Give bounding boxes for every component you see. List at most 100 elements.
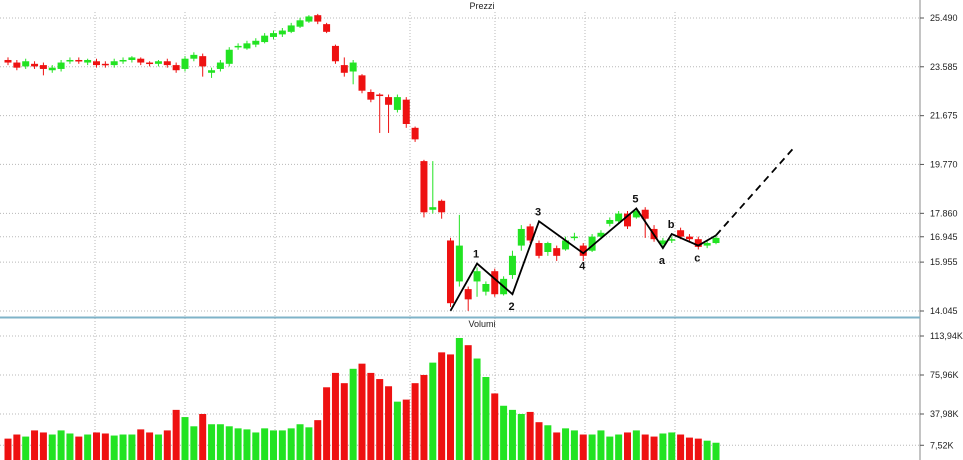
candle-body	[314, 15, 322, 22]
price-y-axis: 25.490 23.585 21.675 19.770 17.860 16.945 15.9…	[920, 13, 958, 316]
candle	[358, 74, 366, 94]
candle-body	[597, 232, 605, 237]
volume-bar	[473, 358, 481, 460]
volume-bar	[500, 405, 508, 460]
candle-body	[39, 65, 47, 69]
candle-body	[685, 236, 693, 240]
volume-bar	[570, 430, 578, 460]
candlestick-series	[4, 13, 720, 311]
candle	[172, 62, 180, 73]
price-tick-label: 17.860	[930, 208, 958, 218]
volume-bar	[48, 434, 56, 460]
volume-bar	[154, 434, 162, 460]
candle	[146, 61, 154, 67]
candle	[296, 17, 304, 28]
candle-body	[385, 97, 393, 105]
candle-body	[659, 240, 667, 245]
candle	[22, 58, 30, 69]
candle	[101, 61, 109, 68]
candle-body	[632, 211, 640, 218]
volume-bar	[190, 426, 198, 460]
volume-bar	[597, 430, 605, 460]
volume-bar	[216, 424, 224, 460]
candle	[287, 22, 295, 34]
candle-body	[261, 35, 269, 43]
candle-body	[535, 243, 543, 256]
candle	[491, 268, 499, 297]
volume-bar	[93, 432, 100, 460]
price-tick-label: 14.045	[930, 306, 958, 316]
candle-body	[75, 59, 83, 62]
volume-bar	[39, 432, 47, 460]
candle	[75, 57, 83, 64]
volume-bar	[438, 352, 446, 460]
candle-body	[119, 59, 127, 62]
candle-body	[491, 271, 499, 295]
volume-bar-series	[4, 337, 720, 460]
volume-bar	[482, 377, 490, 460]
volume-bar	[588, 434, 596, 460]
candle	[367, 89, 375, 103]
candle-body	[190, 54, 198, 59]
candle-body	[270, 33, 277, 37]
wave-projection	[715, 145, 797, 236]
volume-bar	[641, 434, 649, 460]
candle	[110, 58, 118, 68]
volume-bar	[429, 362, 437, 460]
candle-body	[199, 56, 207, 67]
price-panel-title: Prezzi	[469, 1, 494, 11]
volume-bar	[535, 422, 543, 460]
volume-bar	[101, 433, 109, 460]
candle-body	[110, 61, 118, 66]
candle-body	[13, 62, 21, 68]
price-tick-label: 25.490	[930, 13, 958, 23]
volume-bar	[579, 434, 587, 460]
volume-bar	[358, 363, 366, 460]
candle-body	[252, 40, 260, 45]
candle-body	[712, 237, 720, 244]
candle-body	[163, 61, 171, 66]
candle	[385, 94, 393, 133]
candle-body	[349, 62, 357, 72]
volume-bar	[703, 440, 711, 460]
volume-bar	[376, 379, 384, 460]
volume-bar	[278, 430, 286, 460]
candle-body	[455, 245, 463, 282]
candle	[225, 47, 233, 67]
candle	[278, 27, 286, 37]
candle	[349, 59, 357, 85]
candle-body	[570, 236, 578, 239]
candle	[376, 93, 384, 133]
volume-bar	[305, 427, 313, 460]
volume-bar	[553, 432, 561, 460]
volume-bar	[615, 434, 623, 460]
candle-body	[526, 226, 534, 241]
volume-bar	[517, 413, 525, 460]
candle-body	[677, 230, 685, 237]
candle-body	[393, 97, 401, 110]
candle	[208, 67, 216, 78]
wave-label-correction: a	[659, 255, 666, 267]
candle	[508, 250, 516, 279]
candle	[252, 38, 260, 48]
volume-bar	[261, 428, 269, 460]
candle	[624, 211, 631, 229]
candle-body	[367, 91, 375, 100]
candle	[562, 236, 570, 251]
volume-bar	[526, 411, 534, 460]
candle	[438, 199, 446, 219]
volume-bar	[420, 374, 428, 460]
candle	[455, 214, 463, 287]
candle	[66, 57, 74, 64]
candle	[632, 208, 640, 219]
candle-body	[420, 161, 428, 213]
volume-bar	[84, 434, 92, 460]
volume-bar	[385, 386, 393, 460]
candle-body	[172, 65, 180, 71]
price-tick-label: 21.675	[930, 111, 958, 121]
volume-bar	[508, 409, 516, 460]
candle	[163, 58, 171, 68]
volume-bar	[367, 372, 375, 460]
volume-bar	[181, 417, 189, 460]
price-tick-label: 15.955	[930, 257, 958, 267]
